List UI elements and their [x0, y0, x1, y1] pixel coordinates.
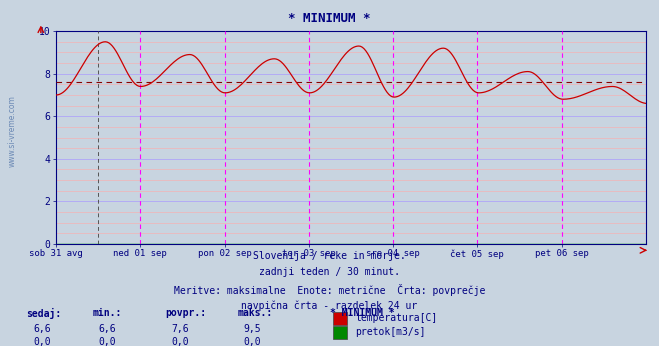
Text: navpična črta - razdelek 24 ur: navpična črta - razdelek 24 ur — [241, 301, 418, 311]
Text: povpr.:: povpr.: — [165, 308, 206, 318]
Text: 0,0: 0,0 — [171, 337, 189, 346]
Text: Meritve: maksimalne  Enote: metrične  Črta: povprečje: Meritve: maksimalne Enote: metrične Črta… — [174, 284, 485, 296]
Text: 6,6: 6,6 — [33, 324, 51, 334]
Text: sedaj:: sedaj: — [26, 308, 61, 319]
Text: zadnji teden / 30 minut.: zadnji teden / 30 minut. — [259, 267, 400, 277]
Text: min.:: min.: — [92, 308, 122, 318]
Text: 6,6: 6,6 — [99, 324, 117, 334]
Text: temperatura[C]: temperatura[C] — [355, 313, 438, 323]
Text: Slovenija / reke in morje.: Slovenija / reke in morje. — [253, 251, 406, 261]
Text: maks.:: maks.: — [237, 308, 272, 318]
Text: * MINIMUM *: * MINIMUM * — [288, 12, 371, 25]
Text: * MINIMUM *: * MINIMUM * — [330, 308, 394, 318]
Text: 0,0: 0,0 — [244, 337, 262, 346]
Text: 9,5: 9,5 — [244, 324, 262, 334]
Text: 0,0: 0,0 — [33, 337, 51, 346]
Text: www.si-vreme.com: www.si-vreme.com — [8, 95, 17, 167]
Text: pretok[m3/s]: pretok[m3/s] — [355, 327, 426, 337]
Text: 0,0: 0,0 — [99, 337, 117, 346]
Text: 7,6: 7,6 — [171, 324, 189, 334]
